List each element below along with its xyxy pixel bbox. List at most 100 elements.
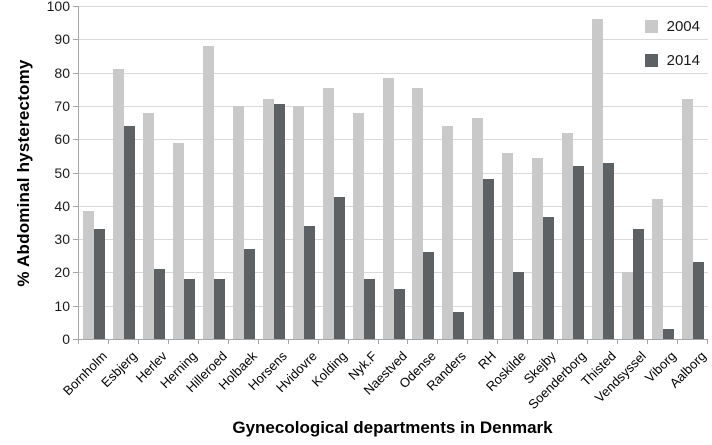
bar-2014-Herning	[183, 279, 195, 339]
bar-2014-Viborg	[663, 329, 675, 339]
y-tick-mark	[73, 239, 78, 241]
legend-swatch-2014	[644, 54, 658, 67]
gridline-50	[79, 172, 708, 174]
bar-2014-Soenderborg	[573, 165, 585, 339]
bar-2014-Odense	[423, 252, 435, 339]
y-tick-mark	[73, 6, 78, 7]
y-tick-mark	[73, 205, 78, 207]
bar-2004-RH	[472, 117, 484, 339]
bar-2014-Bornholm	[93, 229, 105, 339]
x-tick-mark	[228, 340, 229, 344]
x-tick-mark	[467, 340, 468, 344]
x-tick-mark	[587, 340, 588, 344]
x-tick-mark	[138, 340, 139, 344]
y-tick-label-80: 80	[54, 64, 70, 81]
bar-2004-Hvidovre	[292, 105, 304, 339]
bar-2014-Hvidovre	[303, 225, 315, 339]
legend-label-2014: 2014	[666, 52, 700, 69]
x-tick-mark	[78, 340, 79, 344]
x-tick-mark	[527, 340, 528, 344]
x-tick-mark	[318, 340, 319, 344]
bar-2014-Roskilde	[513, 272, 525, 339]
bar-2014-Hilleroed	[213, 279, 225, 339]
gridline-100	[79, 6, 708, 7]
legend: 2004 2014	[644, 18, 700, 69]
y-tick-label-30: 30	[54, 231, 70, 248]
x-axis-title: Gynecological departments in Denmark	[232, 418, 553, 437]
bar-2004-Herning	[172, 142, 184, 339]
bar-2014-Horsens	[273, 104, 285, 339]
bar-2004-Viborg	[652, 199, 664, 339]
bar-2004-Bornholm	[82, 210, 94, 339]
x-tick-mark	[198, 340, 199, 344]
bar-2014-Herlev	[153, 269, 165, 339]
gridline-30	[79, 239, 708, 241]
y-tick-label-60: 60	[54, 131, 70, 148]
x-tick-mark	[288, 340, 289, 344]
x-tick-mark	[497, 340, 498, 344]
y-tick-mark	[73, 272, 78, 274]
legend-label-2004: 2004	[666, 18, 700, 35]
y-tick-label-50: 50	[54, 164, 70, 181]
y-tick-mark	[73, 172, 78, 174]
bar-2004-Skejby	[532, 157, 544, 339]
x-tick-mark	[168, 340, 169, 344]
bar-2004-Roskilde	[502, 152, 514, 339]
bar-2004-Naestved	[382, 77, 394, 339]
y-tick-label-40: 40	[54, 197, 70, 214]
y-tick-label-20: 20	[54, 264, 70, 281]
gridline-40	[79, 205, 708, 207]
bar-2004-Thisted	[592, 19, 604, 339]
y-tick-label-70: 70	[54, 97, 70, 114]
x-tick-mark	[647, 340, 648, 344]
bar-2014-Naestved	[393, 289, 405, 339]
gridline-80	[79, 72, 708, 74]
bar-2004-Holbaek	[232, 105, 244, 339]
bar-2014-Esbjerg	[123, 125, 135, 339]
y-tick-label-90: 90	[54, 31, 70, 48]
bar-2014-Thisted	[603, 162, 615, 339]
y-tick-mark	[73, 105, 78, 107]
bar-2004-Aalborg	[682, 99, 694, 339]
gridline-90	[79, 39, 708, 41]
x-tick-mark	[617, 340, 618, 344]
y-tick-mark	[73, 139, 78, 141]
x-tick-mark	[677, 340, 678, 344]
bar-2004-Nyk.F	[352, 112, 364, 339]
gridline-60	[79, 139, 708, 141]
legend-item-2004: 2004	[644, 18, 700, 35]
bar-2004-Hilleroed	[202, 45, 214, 339]
x-tick-mark	[557, 340, 558, 344]
x-tick-mark	[348, 340, 349, 344]
y-tick-label-100: 100	[46, 0, 70, 14]
bar-2004-Horsens	[262, 99, 274, 339]
bar-2004-Odense	[412, 87, 424, 339]
gridline-70	[79, 105, 708, 107]
y-tick-mark	[73, 339, 78, 340]
bar-2014-Holbaek	[243, 249, 255, 339]
x-tick-mark	[378, 340, 379, 344]
x-tick-mark	[707, 340, 708, 344]
x-tick-mark	[407, 340, 408, 344]
y-axis-title: % Abdominal hysterectomy	[14, 59, 33, 287]
x-tick-mark	[258, 340, 259, 344]
bar-2014-Nyk.F	[363, 279, 375, 339]
bar-2014-Kolding	[333, 197, 345, 339]
bar-2004-Kolding	[322, 87, 334, 339]
legend-item-2014: 2014	[644, 52, 700, 69]
gridline-20	[79, 272, 708, 274]
y-tick-label-0: 0	[62, 331, 70, 347]
bar-2004-Herlev	[142, 112, 154, 339]
bar-2004-Soenderborg	[562, 132, 574, 339]
bar-2014-Randers	[453, 312, 465, 339]
y-tick-mark	[73, 305, 78, 307]
bar-2004-Randers	[442, 125, 454, 339]
y-tick-label-10: 10	[54, 297, 70, 314]
y-tick-mark	[73, 39, 78, 41]
legend-swatch-2004	[644, 20, 658, 33]
x-tick-mark	[437, 340, 438, 344]
bar-2014-RH	[483, 179, 495, 339]
x-tick-mark	[108, 340, 109, 344]
plot-area: 2004 2014	[78, 6, 708, 340]
